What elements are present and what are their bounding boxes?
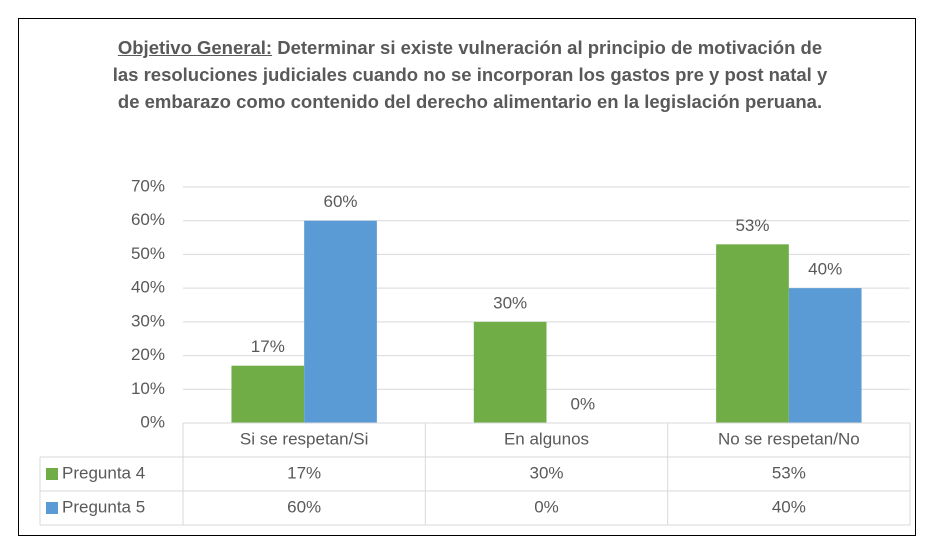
title-text: Determinar si existe vulneración al prin… <box>112 37 828 112</box>
chart-title: Objetivo General: Determinar si existe v… <box>110 34 830 115</box>
table-cell: 53% <box>772 463 806 482</box>
chart-border <box>18 18 916 536</box>
bar <box>788 288 862 423</box>
legend-label: Pregunta 5 <box>62 497 145 516</box>
legend-key <box>46 468 58 480</box>
table-cell: 40% <box>772 497 806 516</box>
y-tick-label: 40% <box>131 278 165 297</box>
data-label: 0% <box>571 394 596 413</box>
data-label: 60% <box>324 192 358 211</box>
bar <box>716 244 789 423</box>
table-cell: 17% <box>287 463 321 482</box>
table-cell: 60% <box>287 497 321 516</box>
bar <box>473 321 547 423</box>
data-label: 53% <box>735 216 769 235</box>
y-tick-label: 70% <box>131 176 165 195</box>
y-tick-label: 50% <box>131 244 165 263</box>
table-cell: 30% <box>529 463 563 482</box>
y-tick-label: 0% <box>140 412 165 431</box>
y-tick-label: 10% <box>131 379 165 398</box>
x-tick-label: En algunos <box>504 429 589 448</box>
y-tick-label: 60% <box>131 210 165 229</box>
legend-label: Pregunta 4 <box>62 463 145 482</box>
data-label: 30% <box>493 293 527 312</box>
data-label: 40% <box>808 260 842 279</box>
table-cell: 0% <box>534 497 559 516</box>
bar <box>304 220 377 423</box>
legend-key <box>46 502 58 514</box>
y-tick-label: 20% <box>131 345 165 364</box>
data-label: 17% <box>251 337 285 356</box>
y-tick-label: 30% <box>131 311 165 330</box>
x-tick-label: No se respetan/No <box>718 429 860 448</box>
x-tick-label: Si se respetan/Si <box>240 429 369 448</box>
bar <box>231 365 305 423</box>
title-prefix: Objetivo General: <box>117 37 273 58</box>
